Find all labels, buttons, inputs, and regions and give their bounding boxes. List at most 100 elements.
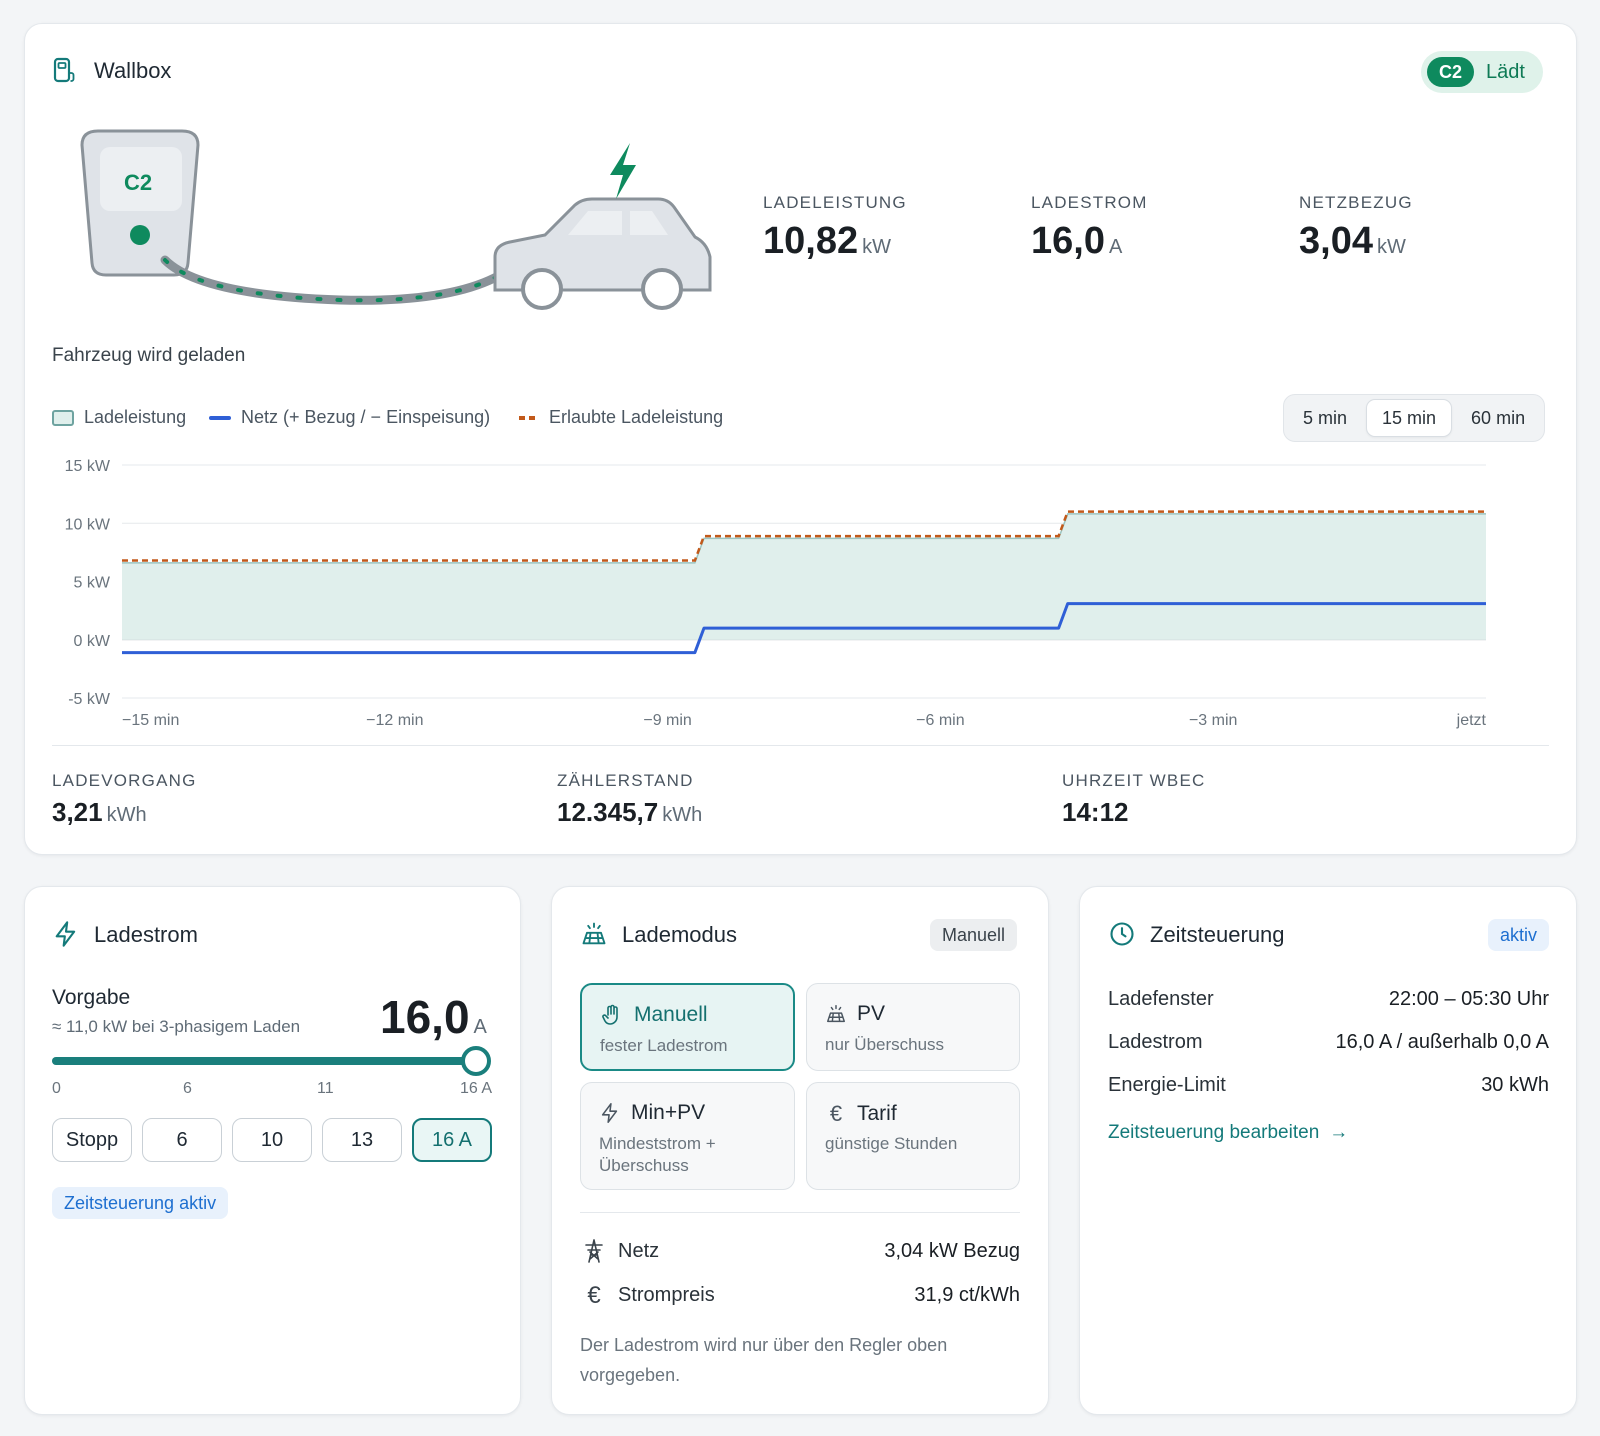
series-area-ladeleistung — [122, 513, 1486, 640]
zeit-ladestrom-value: 16,0 A / außerhalb 0,0 A — [1335, 1031, 1550, 1053]
uhrzeit-value: 14:12 — [1062, 797, 1129, 827]
metric-ladeleistung-value: 10,82 kW — [763, 220, 891, 262]
range-15min[interactable]: 15 min — [1366, 399, 1453, 437]
preset-13-button[interactable]: 13 — [322, 1118, 402, 1162]
netz-label: Netz — [618, 1240, 660, 1262]
slider-tick-0: 0 — [52, 1080, 61, 1097]
legend-line-swatch — [209, 415, 231, 420]
slider-fill — [52, 1057, 476, 1065]
x-tick-label: −15 min — [122, 712, 179, 729]
mode-manuell-title: Manuell — [600, 1003, 708, 1027]
mode-tarif-card[interactable]: € Tarif günstige Stunden — [806, 1082, 1020, 1190]
zeitsteuerung-badge: aktiv — [1487, 919, 1549, 951]
range-selector: 5 min 15 min 60 min — [1283, 394, 1546, 442]
mode-tarif-title: € Tarif — [825, 1101, 897, 1127]
zaehlerstand-value: 12.345,7 kWh — [557, 797, 703, 827]
status-text: Lädt — [1486, 60, 1525, 83]
mode-manuell-sub: fester Ladestrom — [600, 1036, 728, 1055]
ladevorgang-value: 3,21 kWh — [52, 797, 147, 827]
slider-thumb[interactable] — [461, 1046, 491, 1076]
uhrzeit-label: UHRZEIT WBEC — [1062, 771, 1206, 790]
clock-icon — [1108, 920, 1136, 953]
mode-manuell-card[interactable]: Manuell fester Ladestrom — [580, 983, 795, 1071]
slider-tick-11: 11 — [317, 1080, 334, 1097]
status-pill: C2 Lädt — [1421, 51, 1543, 93]
vorgabe-label: Vorgabe — [52, 986, 131, 1009]
vorgabe-hint: ≈ 11,0 kW bei 3-phasigem Laden — [52, 1017, 301, 1036]
ladevorgang-label: LADEVORGANG — [52, 771, 197, 790]
preset-stopp-button[interactable]: Stopp — [52, 1118, 132, 1162]
bolt-icon — [52, 920, 80, 953]
mode-pv-sub: nur Überschuss — [825, 1035, 945, 1054]
ladefenster-value: 22:00 – 05:30 Uhr — [1388, 988, 1549, 1010]
arrow-right-icon: → — [1329, 1122, 1349, 1143]
divider — [52, 745, 1549, 746]
series-area-edge — [122, 513, 1486, 564]
zeit-ladestrom-label: Ladestrom — [1108, 1031, 1203, 1053]
preset-16-button[interactable]: 16 A — [412, 1118, 492, 1162]
mode-pv-card[interactable]: PV nur Überschuss — [806, 983, 1020, 1071]
solar-panel-icon — [827, 1005, 845, 1023]
netz-value: 3,04 kW Bezug — [884, 1240, 1020, 1262]
y-tick-label: 5 kW — [74, 575, 111, 592]
mode-note: Der Ladestrom wird nur über den Regler o… — [580, 1335, 948, 1385]
zeitsteuerung-edit-link[interactable]: Zeitsteuerung bearbeiten → — [1108, 1122, 1349, 1143]
legend-netz: Netz (+ Bezug / − Einspeisung) — [209, 407, 490, 428]
solar-panel-icon — [580, 920, 608, 953]
mode-minpv-sub: Mindeststrom + Überschuss — [599, 1134, 716, 1175]
preset-6-button[interactable]: 6 — [142, 1118, 222, 1162]
metric-ladeleistung-label: LADELEISTUNG — [763, 193, 907, 212]
zeitsteuerung-title: Zeitsteuerung — [1150, 922, 1285, 947]
mode-minpv-card[interactable]: Min+PV Mindeststrom + Überschuss — [580, 1082, 795, 1190]
lademodus-badge: Manuell — [930, 919, 1018, 951]
euro-icon: € — [829, 1101, 843, 1126]
hand-icon — [602, 1004, 618, 1025]
legend-ladeleistung: Ladeleistung — [52, 407, 186, 428]
metric-netzbezug-value: 3,04 kW — [1299, 220, 1406, 262]
metric-ladestrom-value: 16,0 A — [1031, 220, 1123, 262]
y-tick-label: 15 kW — [65, 458, 111, 475]
bolt-icon — [601, 1103, 618, 1123]
mode-pv-title: PV — [825, 1002, 885, 1026]
y-tick-label: 0 kW — [74, 633, 111, 650]
x-tick-label: −6 min — [916, 712, 964, 729]
range-5min[interactable]: 5 min — [1303, 407, 1348, 428]
zeitsteuerung-aktiv-tag[interactable]: Zeitsteuerung aktiv — [52, 1187, 229, 1219]
charging-illustration — [70, 125, 720, 330]
slider-tick-6: 6 — [183, 1080, 192, 1097]
zeitsteuerung-card — [1079, 886, 1577, 1415]
charging-caption: Fahrzeug wird geladen — [52, 345, 246, 366]
device-label: C2 — [123, 170, 153, 195]
range-60min[interactable]: 60 min — [1471, 407, 1526, 428]
strompreis-value: 31,9 ct/kWh — [914, 1284, 1020, 1306]
y-tick-label: 10 kW — [65, 516, 111, 533]
divider — [580, 1212, 1020, 1213]
metric-netzbezug-label: NETZBEZUG — [1299, 193, 1413, 212]
series-line-netz — [122, 602, 1486, 655]
zaehlerstand-label: ZÄHLERSTAND — [557, 771, 694, 790]
current-slider[interactable] — [52, 1046, 491, 1076]
preset-10-button[interactable]: 10 — [232, 1118, 312, 1162]
ladestrom-value: 16,0 A — [380, 991, 487, 1043]
energie-limit-label: Energie-Limit — [1108, 1074, 1226, 1096]
legend-area-swatch — [52, 409, 74, 426]
x-tick-label: −3 min — [1189, 712, 1237, 729]
legend-dashed-swatch — [519, 415, 539, 420]
mode-minpv-title: Min+PV — [599, 1101, 705, 1125]
slider-tick-16: 16 A — [459, 1080, 492, 1097]
wallbox-title: Wallbox — [94, 58, 172, 83]
lademodus-title: Lademodus — [622, 922, 737, 947]
metric-ladestrom-label: LADESTROM — [1031, 193, 1148, 212]
energie-limit-value: 30 kWh — [1481, 1074, 1549, 1096]
charger-icon — [52, 57, 76, 90]
ladestrom-title: Ladestrom — [94, 922, 198, 947]
x-tick-label: −12 min — [366, 712, 423, 729]
mode-tarif-sub: günstige Stunden — [825, 1134, 958, 1153]
legend-erlaubt: Erlaubte Ladeleistung — [519, 407, 723, 428]
y-tick-label: -5 kW — [68, 691, 111, 708]
ladefenster-label: Ladefenster — [1108, 988, 1214, 1010]
x-tick-label: −9 min — [643, 712, 691, 729]
power-chart: 15 kW 10 kW 5 kW 0 kW -5 kW −15 min −12 min −9 … — [65, 458, 1487, 729]
power-pylon-icon — [582, 1238, 606, 1269]
x-tick-label: jetzt — [1456, 712, 1487, 729]
